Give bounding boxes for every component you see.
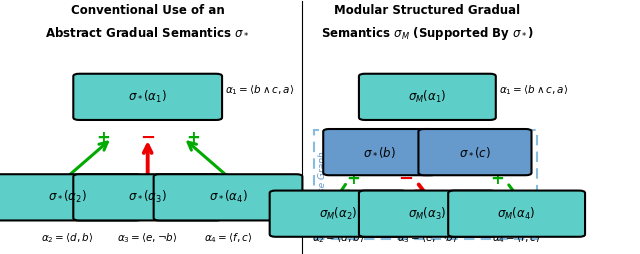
FancyBboxPatch shape: [154, 174, 303, 220]
Text: $\alpha_4 = \langle f, c\rangle$: $\alpha_4 = \langle f, c\rangle$: [492, 231, 541, 245]
Text: $\alpha_2 = \langle d, b\rangle$: $\alpha_2 = \langle d, b\rangle$: [312, 231, 364, 245]
Text: $\sigma_*(c)$: $\sigma_*(c)$: [459, 145, 491, 159]
Text: Conventional Use of an: Conventional Use of an: [71, 4, 225, 17]
Text: $\sigma_M(\alpha_3)$: $\sigma_M(\alpha_3)$: [408, 206, 447, 222]
Text: $\alpha_1 = \langle b \wedge c, a\rangle$: $\alpha_1 = \langle b \wedge c, a\rangle…: [225, 84, 294, 98]
Text: $\alpha_4 = \langle f, c\rangle$: $\alpha_4 = \langle f, c\rangle$: [204, 231, 252, 245]
FancyBboxPatch shape: [419, 129, 531, 175]
Text: $\sigma_*(b)$: $\sigma_*(b)$: [364, 145, 396, 159]
FancyBboxPatch shape: [0, 174, 141, 220]
Text: $\sigma_*(\alpha_4)$: $\sigma_*(\alpha_4)$: [209, 189, 247, 205]
FancyBboxPatch shape: [74, 74, 222, 120]
Text: Modular Structured Gradual: Modular Structured Gradual: [334, 4, 520, 17]
Text: +: +: [96, 129, 110, 147]
Text: Semantics $\sigma_M$ (Supported By $\sigma_*$): Semantics $\sigma_M$ (Supported By $\sig…: [321, 25, 534, 42]
Text: $\alpha_2 = \langle d, b\rangle$: $\alpha_2 = \langle d, b\rangle$: [41, 231, 93, 245]
FancyBboxPatch shape: [74, 174, 222, 220]
Text: +: +: [490, 169, 504, 187]
Text: $\alpha_3 = \langle e, \neg b\rangle$: $\alpha_3 = \langle e, \neg b\rangle$: [397, 231, 458, 245]
Text: $\sigma_*(\alpha_2)$: $\sigma_*(\alpha_2)$: [48, 189, 86, 205]
FancyBboxPatch shape: [448, 190, 585, 237]
FancyBboxPatch shape: [359, 190, 496, 237]
Text: −: −: [140, 129, 156, 147]
Text: $\sigma_M(\alpha_2)$: $\sigma_M(\alpha_2)$: [319, 206, 357, 222]
FancyBboxPatch shape: [269, 190, 406, 237]
Text: Premise Graph: Premise Graph: [319, 151, 328, 218]
Text: $\alpha_1 = \langle b \wedge c, a\rangle$: $\alpha_1 = \langle b \wedge c, a\rangle…: [499, 84, 568, 98]
Text: $\sigma_M(\alpha_1)$: $\sigma_M(\alpha_1)$: [408, 89, 447, 105]
Text: +: +: [347, 169, 360, 187]
Text: $\sigma_*(\alpha_1)$: $\sigma_*(\alpha_1)$: [129, 89, 167, 105]
Text: $\sigma_*(\alpha_3)$: $\sigma_*(\alpha_3)$: [129, 189, 167, 205]
Text: $\alpha_3 = \langle e, \neg b\rangle$: $\alpha_3 = \langle e, \neg b\rangle$: [117, 231, 178, 245]
Text: −: −: [398, 169, 413, 187]
Text: $\sigma_M(\alpha_4)$: $\sigma_M(\alpha_4)$: [497, 206, 536, 222]
Text: Abstract Gradual Semantics $\sigma_*$: Abstract Gradual Semantics $\sigma_*$: [45, 25, 250, 38]
Text: +: +: [187, 129, 200, 147]
FancyBboxPatch shape: [359, 74, 496, 120]
FancyBboxPatch shape: [323, 129, 436, 175]
